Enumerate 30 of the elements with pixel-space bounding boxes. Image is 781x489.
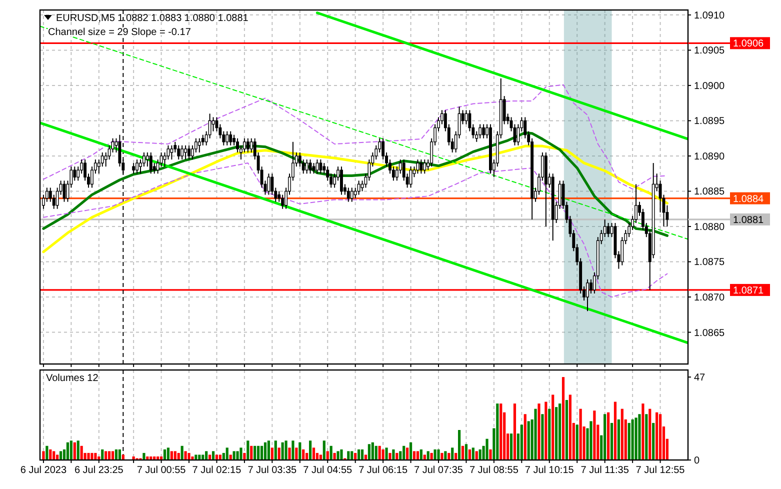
x-tick-label: 7 Jul 10:15 [524, 465, 574, 476]
y-tick-label: 1.0895 [694, 116, 726, 128]
x-tick-label: 7 Jul 04:55 [303, 465, 353, 476]
x-tick-label: 7 Jul 12:55 [636, 465, 686, 476]
x-tick-label: 7 Jul 00:55 [136, 465, 186, 476]
y-tick-label: 1.0900 [694, 80, 726, 92]
y-tick-label: 1.0865 [694, 328, 726, 339]
y-tick-label: 1.0870 [694, 292, 726, 304]
ref-line-label: 1.0906 [733, 38, 764, 50]
x-tick-label: 7 Jul 02:15 [192, 465, 242, 476]
ref-line-label: 1.0871 [733, 285, 764, 296]
y-tick-label: 1.0910 [694, 10, 726, 22]
ref-line-label: 1.0884 [733, 194, 764, 205]
y-tick-label: 1.0875 [694, 257, 726, 268]
x-tick-label: 6 Jul 23:25 [74, 465, 124, 476]
chart-title: Volumes 12 [46, 373, 99, 384]
x-tick-label: 7 Jul 11:35 [580, 465, 630, 476]
chart-title: EURUSD,M5 1.0882 1.0883 1.0880 1.0881 [56, 13, 249, 24]
x-tick-label: 6 Jul 2023 [20, 465, 67, 476]
y-tick-label: 1.0890 [694, 151, 726, 162]
y-tick-label: 1.0880 [694, 222, 726, 233]
x-tick-label: 7 Jul 06:15 [358, 465, 408, 476]
y-tick-label: 47 [694, 372, 706, 384]
y-tick-label: 0 [694, 456, 700, 466]
x-tick-label: 7 Jul 08:55 [469, 465, 519, 476]
y-tick-label: 1.0905 [694, 46, 726, 57]
ref-line-label: 1.0881 [733, 214, 764, 226]
y-tick-label: 1.0885 [694, 186, 726, 198]
x-tick-label: 7 Jul 03:35 [248, 465, 298, 476]
x-tick-label: 7 Jul 07:35 [414, 465, 464, 476]
